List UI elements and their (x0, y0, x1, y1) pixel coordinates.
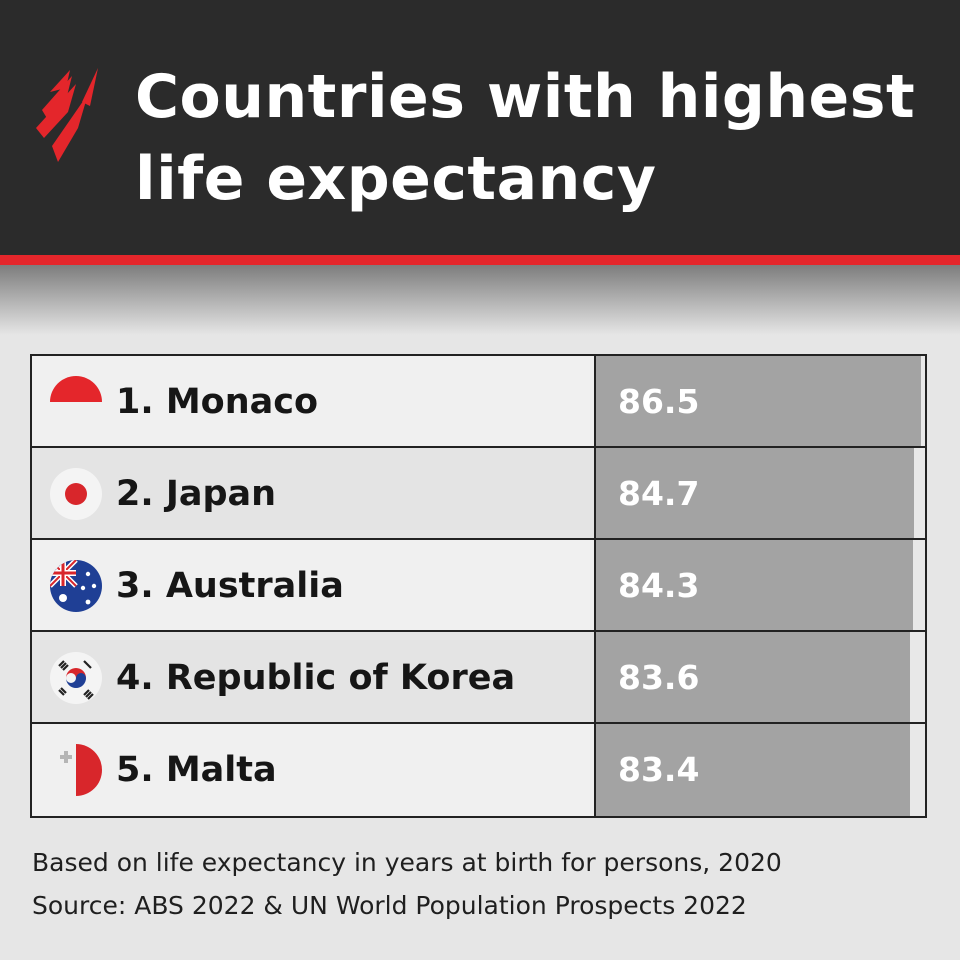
value-label: 84.3 (618, 566, 700, 605)
table-row: 2. Japan 84.7 (32, 448, 925, 540)
footnote-source: Source: ABS 2022 & UN World Population P… (32, 891, 747, 920)
value-label: 84.7 (618, 474, 700, 513)
malta-flag-icon (50, 744, 102, 796)
value-bar (596, 632, 910, 722)
value-label: 83.6 (618, 658, 700, 697)
table-row: 4. Republic of Korea 83.6 (32, 632, 925, 724)
country-cell: 3. Australia (32, 540, 596, 630)
value-label: 83.4 (618, 750, 700, 789)
country-label: 4. Republic of Korea (116, 658, 516, 698)
sbs-logo-icon (36, 68, 98, 162)
value-cell: 84.7 (596, 448, 925, 538)
south-korea-flag-icon (50, 652, 102, 704)
value-cell: 83.6 (596, 632, 925, 722)
value-cell: 83.4 (596, 724, 925, 816)
country-cell: 1. Monaco (32, 356, 596, 446)
table-row: 1. Monaco 86.5 (32, 356, 925, 448)
header-banner (0, 0, 960, 255)
country-label: 1. Monaco (116, 382, 319, 422)
shadow-band (0, 265, 960, 335)
value-cell: 86.5 (596, 356, 925, 446)
footnote-basis: Based on life expectancy in years at bir… (32, 848, 782, 877)
value-bar (596, 540, 913, 630)
value-label: 86.5 (618, 382, 700, 421)
japan-flag-icon (50, 468, 102, 520)
table-row: 5. Malta 83.4 (32, 724, 925, 816)
value-bar (596, 448, 914, 538)
value-bar (596, 356, 921, 446)
country-cell: 4. Republic of Korea (32, 632, 596, 722)
country-cell: 5. Malta (32, 724, 596, 816)
country-cell: 2. Japan (32, 448, 596, 538)
country-label: 2. Japan (116, 474, 277, 514)
value-bar (596, 724, 910, 816)
red-accent-stripe (0, 255, 960, 265)
australia-flag-icon (50, 560, 102, 612)
page-title: Countries with highest life expectancy (135, 56, 935, 220)
title-line-2: life expectancy (135, 144, 657, 214)
table-row: 3. Australia 84.3 (32, 540, 925, 632)
monaco-flag-icon (50, 376, 102, 428)
value-cell: 84.3 (596, 540, 925, 630)
life-expectancy-table: 1. Monaco 86.5 2. Japan 84.7 (30, 354, 927, 818)
country-label: 5. Malta (116, 750, 277, 790)
country-label: 3. Australia (116, 566, 344, 606)
title-line-1: Countries with highest (135, 62, 916, 132)
